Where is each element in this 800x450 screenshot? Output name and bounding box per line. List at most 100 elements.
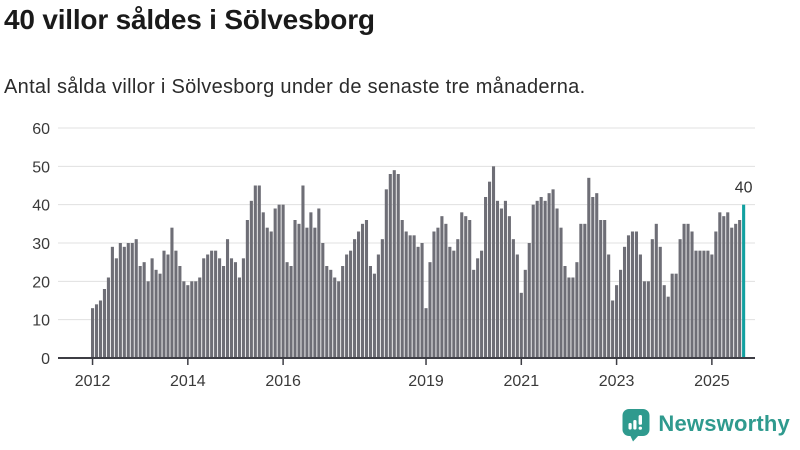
bar bbox=[329, 269, 333, 358]
bar bbox=[491, 166, 496, 358]
bar bbox=[539, 197, 543, 358]
x-axis-label: 2014 bbox=[170, 373, 206, 390]
bar bbox=[229, 258, 234, 358]
bar bbox=[706, 250, 710, 358]
bar bbox=[356, 231, 361, 358]
bar bbox=[400, 220, 404, 358]
bar bbox=[376, 254, 380, 358]
bar bbox=[710, 254, 714, 358]
x-axis-label: 2023 bbox=[599, 373, 635, 390]
bar bbox=[575, 262, 579, 358]
bar bbox=[626, 235, 631, 358]
bar bbox=[364, 220, 369, 358]
bar bbox=[678, 239, 682, 358]
bar bbox=[428, 262, 432, 358]
bar bbox=[388, 174, 392, 358]
bar bbox=[495, 200, 500, 358]
bar bbox=[150, 258, 154, 358]
bar bbox=[166, 254, 170, 358]
bar bbox=[174, 250, 178, 358]
bar bbox=[277, 204, 281, 358]
bar bbox=[372, 273, 376, 358]
bar bbox=[392, 170, 396, 358]
bar bbox=[91, 308, 95, 358]
bar bbox=[551, 189, 555, 358]
bar bbox=[214, 250, 218, 358]
bar bbox=[245, 220, 249, 358]
bar bbox=[162, 250, 166, 358]
bar bbox=[460, 212, 464, 358]
y-axis-label: 50 bbox=[32, 159, 50, 176]
bar bbox=[499, 208, 504, 358]
bar bbox=[511, 239, 515, 358]
bar-chart: 0 10 20 30 40 50 60 2012 2014 2016 2019 2021 2023 202… bbox=[0, 115, 800, 405]
bar bbox=[452, 250, 456, 358]
bar bbox=[325, 266, 329, 358]
bar bbox=[106, 277, 110, 358]
bar bbox=[158, 273, 162, 358]
bar bbox=[658, 246, 662, 358]
bar bbox=[670, 273, 674, 358]
bar bbox=[619, 269, 623, 358]
bar bbox=[186, 285, 190, 358]
bar bbox=[349, 250, 353, 358]
bar bbox=[408, 235, 412, 358]
bar bbox=[218, 258, 222, 358]
bar bbox=[591, 197, 595, 358]
bar bbox=[269, 231, 273, 358]
bar bbox=[694, 250, 698, 358]
bar bbox=[547, 193, 551, 358]
bar bbox=[519, 292, 523, 358]
bar bbox=[301, 185, 305, 358]
bar bbox=[722, 216, 726, 358]
bar bbox=[416, 246, 420, 358]
bar bbox=[646, 281, 650, 358]
bar bbox=[515, 254, 519, 358]
bar bbox=[333, 277, 337, 358]
bar bbox=[555, 208, 559, 358]
bar bbox=[194, 281, 198, 358]
last-value-label: 40 bbox=[735, 180, 753, 197]
brand-name: Newsworthy bbox=[658, 411, 790, 436]
bar bbox=[579, 223, 583, 358]
bar bbox=[595, 193, 599, 358]
bar bbox=[436, 227, 440, 358]
bar bbox=[225, 239, 230, 358]
bar bbox=[110, 246, 114, 358]
chart-subtitle: Antal sålda villor i Sölvesborg under de… bbox=[4, 76, 586, 98]
y-axis-label: 20 bbox=[32, 274, 50, 291]
bar bbox=[674, 273, 678, 358]
bar bbox=[448, 246, 452, 358]
bar bbox=[472, 269, 476, 358]
bar bbox=[440, 216, 444, 358]
bar bbox=[666, 296, 670, 358]
x-axis-label: 2019 bbox=[408, 373, 444, 390]
bar bbox=[337, 281, 341, 358]
bar bbox=[114, 258, 118, 358]
bar bbox=[654, 223, 658, 358]
bar bbox=[603, 220, 607, 358]
bar bbox=[130, 243, 134, 358]
bar bbox=[353, 239, 357, 358]
bar bbox=[118, 243, 122, 358]
bar bbox=[507, 216, 511, 358]
bar bbox=[615, 285, 619, 358]
y-axis-label: 0 bbox=[41, 351, 50, 368]
bar bbox=[341, 266, 345, 358]
bar bbox=[202, 258, 206, 358]
bar bbox=[313, 227, 317, 358]
bar bbox=[567, 277, 571, 358]
bar bbox=[702, 250, 706, 358]
bar bbox=[420, 243, 424, 358]
bar bbox=[662, 285, 666, 358]
bar bbox=[523, 269, 527, 358]
bar bbox=[714, 231, 718, 358]
bar bbox=[607, 254, 611, 358]
bar bbox=[317, 208, 321, 358]
bar bbox=[198, 277, 202, 358]
bar bbox=[368, 266, 372, 358]
y-axis-label: 40 bbox=[32, 198, 50, 215]
bar bbox=[396, 174, 400, 358]
bar bbox=[611, 300, 615, 358]
x-axis-label: 2021 bbox=[504, 373, 540, 390]
